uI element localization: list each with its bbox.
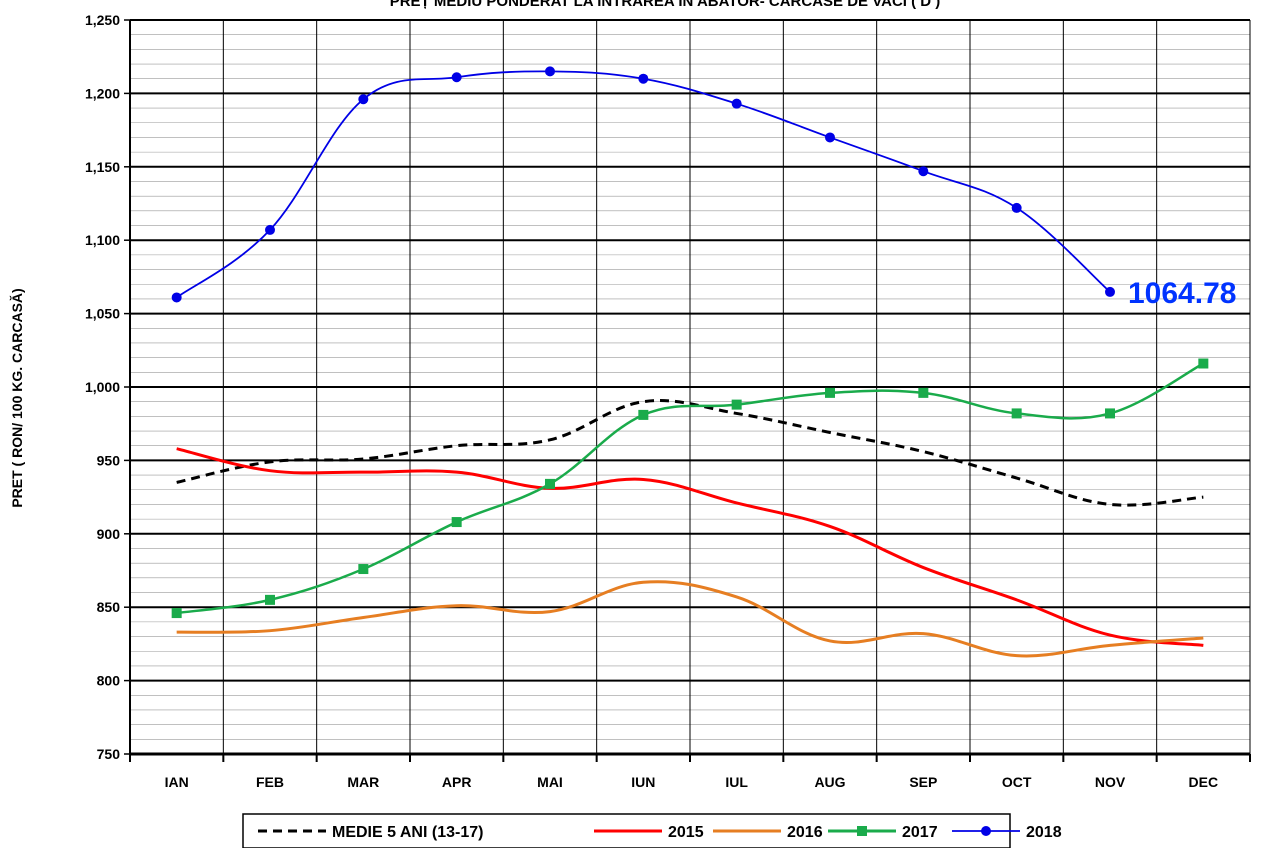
y-tick-label: 1,000 bbox=[85, 379, 120, 395]
data-point bbox=[358, 94, 369, 105]
x-tick-label: IAN bbox=[165, 774, 189, 790]
x-tick-label: IUN bbox=[631, 774, 655, 790]
series-line bbox=[176, 580, 1204, 658]
y-tick-label: 850 bbox=[97, 599, 121, 615]
data-point bbox=[638, 409, 649, 420]
y-tick-label: 800 bbox=[97, 673, 121, 689]
series-2016 bbox=[176, 580, 1204, 658]
y-tick-label: 1,250 bbox=[85, 12, 120, 28]
x-tick-label: MAI bbox=[537, 774, 563, 790]
x-tick-label: SEP bbox=[909, 774, 937, 790]
x-tick-label: OCT bbox=[1002, 774, 1032, 790]
x-tick-label: IUL bbox=[725, 774, 748, 790]
data-point bbox=[731, 399, 742, 410]
y-tick-label: 1,100 bbox=[85, 232, 120, 248]
x-tick-label: APR bbox=[442, 774, 472, 790]
series-2018 bbox=[171, 66, 1115, 303]
y-tick-label: 1,050 bbox=[85, 306, 120, 322]
x-tick-label: NOV bbox=[1095, 774, 1126, 790]
data-point bbox=[451, 517, 462, 528]
y-tick-labels: 750 800 850 900 950 1,000 1,050 1,100 1,150 1,200… bbox=[85, 12, 120, 762]
legend-item: 2016 bbox=[713, 824, 823, 841]
series-layer bbox=[171, 66, 1209, 658]
chart-title: PREȚ MEDIU PONDERAT LA INTRAREA ÎN ABATO… bbox=[390, 0, 941, 10]
x-tick-label: MAR bbox=[347, 774, 379, 790]
data-point bbox=[1011, 202, 1022, 213]
data-point bbox=[545, 66, 555, 77]
y-tick-label: 950 bbox=[97, 452, 121, 468]
data-point bbox=[545, 478, 555, 489]
legend-item: 2018 bbox=[952, 824, 1062, 841]
y-tick-label: 900 bbox=[97, 526, 121, 542]
last-value-annotation: 1064.78 bbox=[1128, 277, 1236, 310]
data-point bbox=[981, 826, 991, 836]
data-point bbox=[265, 594, 275, 605]
legend: MEDIE 5 ANI (13-17) 2015 2016 2017 2018 bbox=[242, 813, 1062, 848]
series-line bbox=[176, 447, 1204, 647]
y-tick-label: 1,150 bbox=[85, 159, 120, 175]
legend-label: 2018 bbox=[1026, 824, 1062, 841]
legend-label: 2015 bbox=[668, 824, 704, 841]
series-2015 bbox=[176, 447, 1204, 647]
x-tick-label: AUG bbox=[814, 774, 845, 790]
data-point bbox=[171, 608, 182, 619]
data-point bbox=[638, 73, 649, 84]
legend-item: 2017 bbox=[828, 824, 938, 841]
data-point bbox=[825, 387, 835, 398]
series-2017 bbox=[171, 358, 1209, 619]
legend-label: 2017 bbox=[902, 824, 938, 841]
x-tick-label: FEB bbox=[256, 774, 284, 790]
data-point bbox=[918, 387, 929, 398]
data-point bbox=[1198, 358, 1209, 369]
data-point bbox=[1011, 408, 1022, 419]
data-point bbox=[731, 98, 742, 109]
data-point bbox=[451, 72, 462, 83]
data-point bbox=[825, 132, 835, 143]
legend-label: MEDIE 5 ANI (13-17) bbox=[332, 824, 483, 841]
data-point bbox=[265, 224, 275, 235]
x-tick-label: DEC bbox=[1189, 774, 1219, 790]
x-tick-labels: IAN FEB MAR APR MAI IUN IUL AUG SEP OCT NOV DEC bbox=[165, 774, 1219, 790]
y-tick-label: 750 bbox=[97, 746, 121, 762]
data-point bbox=[857, 826, 867, 836]
data-point bbox=[358, 564, 369, 575]
data-point bbox=[1105, 286, 1115, 297]
data-point bbox=[1105, 408, 1115, 419]
legend-item: MEDIE 5 ANI (13-17) bbox=[258, 824, 483, 841]
axes bbox=[129, 20, 1251, 762]
data-point bbox=[918, 166, 929, 177]
series-medie-5-ani-13-17 bbox=[176, 399, 1204, 507]
y-tick-label: 1,200 bbox=[85, 85, 120, 101]
series-line bbox=[176, 399, 1204, 507]
data-point bbox=[171, 292, 182, 303]
legend-label: 2016 bbox=[787, 824, 823, 841]
legend-item: 2015 bbox=[594, 824, 704, 841]
y-axis-label: PRET ( RON/ 100 KG. CARCASĂ) bbox=[9, 288, 25, 507]
